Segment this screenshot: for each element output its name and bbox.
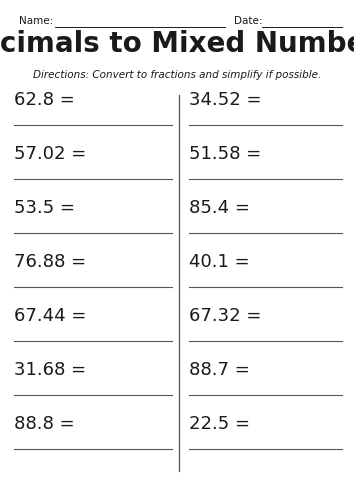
Text: Directions: Convert to fractions and simplify if possible.: Directions: Convert to fractions and sim… [33,70,321,80]
Text: Date:: Date: [234,16,262,26]
Text: 51.58 =: 51.58 = [189,145,262,163]
Text: 34.52 =: 34.52 = [189,91,262,109]
Text: 88.8 =: 88.8 = [14,415,75,433]
Text: Name:: Name: [19,16,54,26]
Text: Decimals to Mixed Numbers: Decimals to Mixed Numbers [0,30,354,58]
Text: 67.32 =: 67.32 = [189,307,262,325]
Text: 62.8 =: 62.8 = [14,91,75,109]
Text: 85.4 =: 85.4 = [189,199,250,217]
Text: 76.88 =: 76.88 = [14,253,86,271]
Text: 67.44 =: 67.44 = [14,307,86,325]
Text: 88.7 =: 88.7 = [189,361,250,379]
Text: 53.5 =: 53.5 = [14,199,75,217]
Text: 31.68 =: 31.68 = [14,361,86,379]
Text: 57.02 =: 57.02 = [14,145,86,163]
Text: 22.5 =: 22.5 = [189,415,250,433]
Text: 40.1 =: 40.1 = [189,253,250,271]
